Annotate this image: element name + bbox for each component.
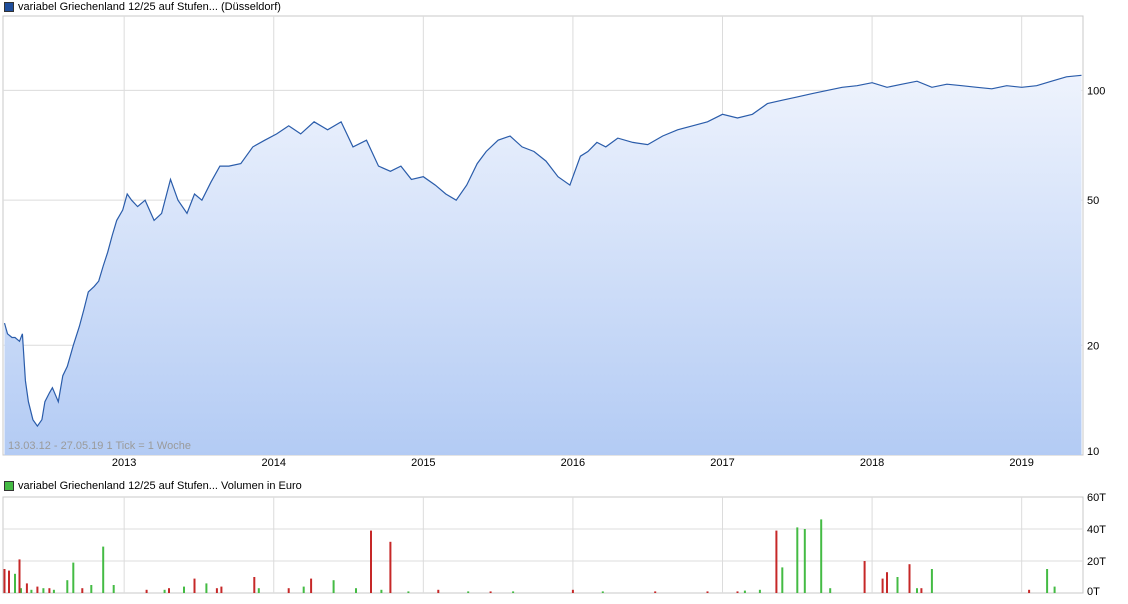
volume-bar-down (886, 572, 888, 593)
volume-bar-up (916, 588, 918, 593)
volume-bar-up (380, 589, 383, 593)
price-y-tick-label: 20 (1087, 340, 1099, 352)
volume-bar-up (112, 585, 115, 593)
price-area (4, 75, 1082, 456)
volume-bar-up (42, 588, 45, 593)
volume-y-tick-label: 20T (1087, 556, 1106, 568)
volume-bar-down (437, 589, 440, 593)
volume-bar-up (781, 567, 784, 593)
volume-plot-frame (2, 496, 1084, 594)
volume-bar-up (407, 591, 410, 593)
volume-bar-down (253, 577, 256, 593)
price-y-axis: 100 50 20 10 (1087, 85, 1105, 458)
price-x-tick-label: 2019 (1009, 457, 1033, 469)
volume-bar-up (1053, 586, 1056, 593)
volume-bar-down (25, 583, 28, 593)
price-line (3, 74, 1082, 428)
price-x-tick-label: 2018 (860, 457, 884, 469)
volume-bar-down (736, 591, 739, 593)
volume-bar-up (758, 589, 761, 593)
volume-bar-down (3, 569, 6, 593)
volume-bar-down (775, 530, 778, 593)
volume-bar-down (8, 570, 10, 593)
volume-bar-down (48, 588, 51, 593)
volume-bar-up (1046, 569, 1049, 593)
price-x-tick-label: 2017 (710, 457, 734, 469)
volume-bar-up (14, 573, 16, 593)
volume-bar-down (310, 578, 313, 593)
volume-bar-down (370, 530, 372, 593)
price-x-axis: 2013 2014 2015 2016 2017 2018 2019 (112, 457, 1034, 469)
volume-bars (3, 519, 1056, 593)
volume-bar-up (601, 591, 604, 593)
volume-bar-down (571, 589, 574, 593)
volume-bar-down (287, 588, 290, 593)
volume-bar-up (66, 580, 69, 593)
volume-bar-up (829, 588, 832, 593)
volume-bar-up (332, 580, 335, 593)
volume-y-tick-label: 60T (1087, 492, 1106, 504)
price-chart-title: variabel Griechenland 12/25 auf Stufen..… (18, 1, 281, 13)
date-range-label: 13.03.12 - 27.05.19 1 Tick = 1 Woche (8, 440, 191, 452)
volume-bar-down (881, 578, 884, 593)
price-x-tick-label: 2015 (411, 457, 435, 469)
volume-bar-up (743, 590, 746, 593)
volume-bar-up (896, 577, 899, 593)
volume-bar-down (36, 586, 39, 593)
volume-bar-down (908, 564, 911, 593)
volume-y-axis: 60T 40T 20T 0T (1087, 492, 1106, 598)
volume-bar-up (803, 529, 806, 593)
volume-bar-up (163, 589, 166, 593)
volume-bar-up (257, 588, 260, 593)
volume-bar-down (18, 559, 21, 593)
volume-bar-down (1028, 589, 1031, 593)
volume-bar-up (467, 591, 470, 593)
volume-bar-down (145, 589, 148, 593)
volume-bar-up (20, 588, 22, 593)
volume-bar-down (654, 591, 657, 593)
volume-bar-down (220, 586, 223, 593)
volume-bar-down (920, 588, 923, 593)
volume-y-tick-label: 0T (1087, 586, 1100, 598)
price-x-tick-label: 2014 (262, 457, 286, 469)
volume-bar-down (168, 588, 170, 593)
price-x-tick-label: 2013 (112, 457, 136, 469)
price-y-tick-label: 100 (1087, 85, 1105, 97)
volume-bar-up (355, 588, 357, 593)
volume-bar-up (90, 585, 93, 593)
volume-bar-up (512, 591, 515, 593)
volume-bar-up (72, 562, 75, 593)
volume-bar-up (30, 589, 33, 593)
price-y-tick-label: 50 (1087, 195, 1099, 207)
price-x-tick-label: 2016 (561, 457, 585, 469)
volume-bar-down (215, 588, 218, 593)
price-y-tick-label: 10 (1087, 446, 1099, 458)
volume-y-tick-label: 40T (1087, 524, 1106, 536)
volume-chart-legend: variabel Griechenland 12/25 auf Stufen..… (4, 479, 302, 493)
volume-bar-down (389, 541, 392, 593)
volume-gridlines (3, 497, 1083, 593)
volume-bar-up (930, 569, 933, 593)
volume-bar-up (796, 527, 799, 593)
volume-bar-down (81, 588, 84, 593)
volume-bar-up (183, 586, 185, 593)
volume-series-swatch (4, 481, 14, 491)
volume-bar-up (302, 586, 305, 593)
volume-bar-up (205, 583, 208, 593)
price-chart-legend: variabel Griechenland 12/25 auf Stufen..… (4, 0, 281, 14)
volume-bar-up (820, 519, 823, 593)
price-series-swatch (4, 2, 14, 12)
volume-bar-down (863, 561, 866, 593)
volume-bar-down (706, 591, 709, 593)
volume-bar-up (102, 546, 105, 593)
volume-bar-up (52, 589, 55, 593)
volume-bar-down (489, 591, 492, 593)
volume-chart-title: variabel Griechenland 12/25 auf Stufen..… (18, 480, 302, 492)
volume-bar-down (193, 578, 196, 593)
